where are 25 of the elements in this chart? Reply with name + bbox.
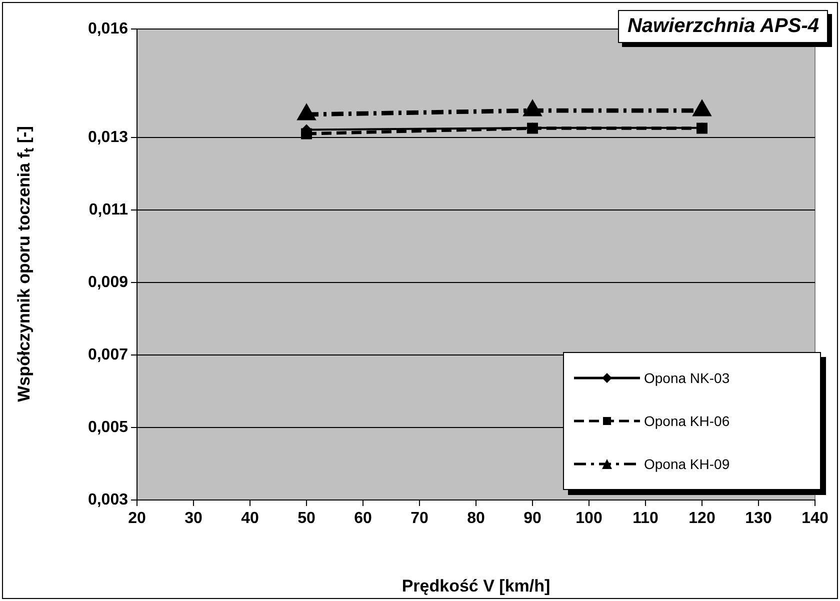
x-tick-label: 70 (410, 510, 428, 528)
x-tick-label: 140 (802, 510, 828, 528)
legend-label: Opona KH-09 (644, 456, 730, 472)
y-tick-label: 0,003 (88, 491, 128, 508)
y-tick-label: 0,007 (88, 346, 128, 364)
x-tick-label: 100 (576, 510, 602, 528)
x-axis-title: Prędkość V [km/h] (402, 576, 550, 596)
y-tick-label: 0,013 (88, 129, 128, 146)
y-tick-label: 0,016 (88, 20, 128, 38)
chart-title: Nawierzchnia APS-4 (618, 10, 828, 43)
x-tick-label: 80 (467, 510, 485, 528)
y-tick-label: 0,011 (88, 202, 128, 219)
x-tick-label: 50 (298, 510, 316, 528)
x-tick-label: 60 (354, 510, 372, 528)
x-tick-label: 40 (241, 510, 259, 528)
y-tick-label: 0,005 (88, 418, 128, 436)
x-tick-label: 120 (688, 510, 716, 528)
x-tick-label: 110 (632, 510, 659, 528)
x-tick-label: 20 (128, 510, 146, 528)
x-tick-label: 90 (524, 510, 542, 528)
y-tick-label: 0,009 (88, 274, 128, 292)
x-tick-label: 30 (184, 510, 202, 528)
legend-label: Opona NK-03 (644, 370, 730, 386)
x-tick-label: 130 (745, 510, 772, 528)
legend-label: Opona KH-06 (644, 412, 730, 429)
